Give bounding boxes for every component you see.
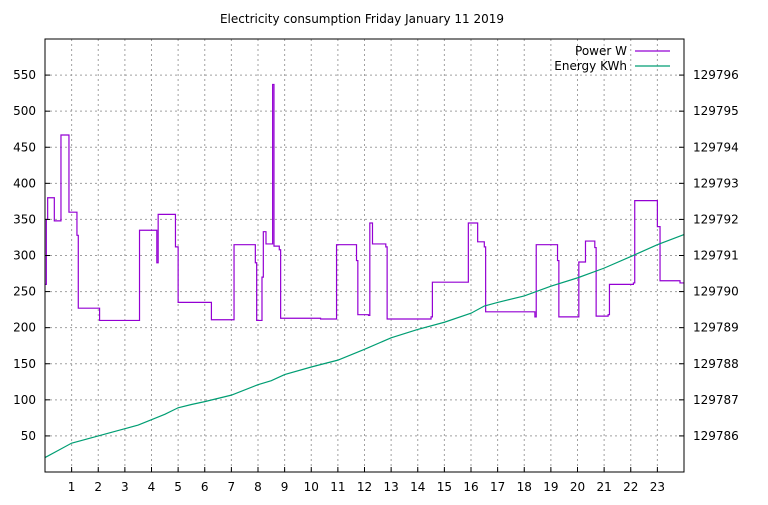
y-left-tick-label: 300 [13,249,36,263]
series-line-1 [44,234,685,459]
y-right-tick-label: 129789 [693,321,739,335]
x-tick-label: 1 [68,480,76,494]
y-right-tick-label: 129788 [693,357,739,371]
x-tick-label: 15 [437,480,452,494]
x-tick-label: 10 [304,480,319,494]
x-tick-label: 13 [383,480,398,494]
tick-layer: 5010015020025030035040045050055012978612… [13,68,739,494]
y-right-tick-label: 129787 [693,393,739,407]
legend-label-0: Power W [575,44,627,58]
y-left-tick-label: 350 [13,212,36,226]
x-tick-label: 12 [357,480,372,494]
y-right-tick-label: 129791 [693,249,739,263]
y-left-tick-label: 250 [13,285,36,299]
x-tick-label: 4 [148,480,156,494]
x-tick-label: 9 [281,480,289,494]
y-left-tick-label: 550 [13,68,36,82]
x-tick-label: 17 [490,480,505,494]
chart-title: Electricity consumption Friday January 1… [220,12,504,26]
y-right-tick-label: 129793 [693,176,739,190]
grid [45,39,684,472]
y-left-tick-label: 400 [13,176,36,190]
x-tick-label: 14 [410,480,425,494]
y-left-tick-label: 200 [13,321,36,335]
x-tick-label: 21 [596,480,611,494]
x-tick-label: 18 [517,480,532,494]
x-tick-label: 19 [543,480,558,494]
series-layer [44,83,685,459]
legend-label-1: Energy KWh [554,59,627,73]
y-left-tick-label: 450 [13,140,36,154]
y-right-tick-label: 129794 [693,140,739,154]
y-right-tick-label: 129795 [693,104,739,118]
x-tick-label: 2 [94,480,102,494]
series-line-0 [45,83,684,322]
x-tick-label: 22 [623,480,638,494]
y-left-tick-label: 100 [13,393,36,407]
x-tick-label: 23 [650,480,665,494]
x-tick-label: 5 [174,480,182,494]
y-right-tick-label: 129792 [693,212,739,226]
x-tick-label: 20 [570,480,585,494]
x-tick-label: 16 [463,480,478,494]
y-right-tick-label: 129796 [693,68,739,82]
x-tick-label: 3 [121,480,129,494]
x-tick-label: 6 [201,480,209,494]
y-right-tick-label: 129790 [693,285,739,299]
x-tick-label: 8 [254,480,262,494]
y-left-tick-label: 500 [13,104,36,118]
y-left-tick-label: 50 [21,429,36,443]
y-right-tick-label: 129786 [693,429,739,443]
y-left-tick-label: 150 [13,357,36,371]
x-tick-label: 11 [330,480,345,494]
x-tick-label: 7 [228,480,236,494]
